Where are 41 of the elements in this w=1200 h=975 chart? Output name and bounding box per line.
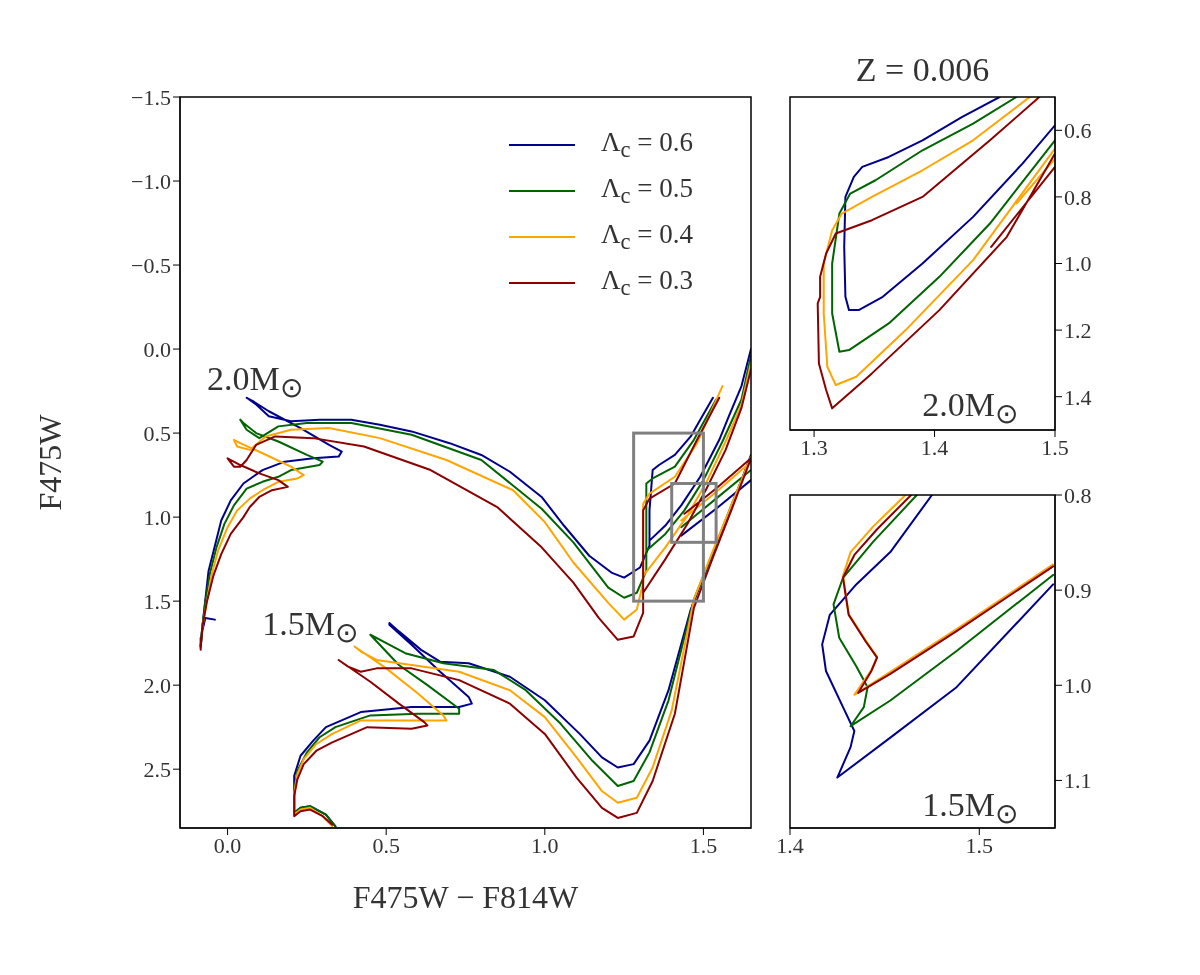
y-tick-label: 0.0 [143, 336, 171, 362]
x-tick-label: 0.0 [213, 832, 242, 858]
y-tick-label: 0.6 [1064, 118, 1092, 144]
legend-label: Λ$_{c}$ = 0.4 [601, 218, 694, 256]
y-tick-label: 1.4 [1064, 384, 1092, 410]
y-tick-label: −1.5 [131, 84, 171, 110]
y-axis-title: F475W [32, 413, 69, 511]
line-series [843, 97, 1055, 312]
y-tick-label: −1.0 [131, 168, 171, 194]
y-tick-label: 1.2 [1064, 317, 1092, 343]
x-tick-label: 1.3 [800, 434, 828, 460]
y-tick-label: 0.9 [1064, 577, 1092, 603]
line-series [831, 97, 1055, 353]
legend-label: Λ$_{c}$ = 0.5 [601, 172, 694, 210]
line-series [821, 495, 1055, 779]
y-tick-label: 0.8 [1064, 482, 1092, 508]
legend-label: Λ$_{c}$ = 0.3 [601, 264, 694, 302]
x-tick-label: 1.4 [920, 434, 949, 460]
y-tick-label: 2.0 [143, 672, 171, 698]
x-tick-label: 1.5 [689, 832, 718, 858]
y-tick-label: 1.1 [1064, 768, 1092, 794]
x-tick-label: 1.5 [1041, 434, 1069, 460]
annotation: 1.5M$_{⊙}$ [922, 785, 1019, 831]
annotation: 2.0M$_{⊙}$ [922, 385, 1019, 431]
y-tick-label: 0.8 [1064, 184, 1092, 210]
legend-label: Λ$_{c}$ = 0.6 [601, 126, 694, 164]
x-tick-label: 1.0 [531, 832, 559, 858]
line-series [832, 495, 1055, 728]
chart-title: Z = 0.006 [854, 51, 991, 89]
x-axis-title: F475W − F814W [352, 879, 580, 915]
y-tick-label: 1.0 [1064, 673, 1092, 699]
x-tick-label: 0.5 [372, 832, 400, 858]
y-tick-label: 1.0 [1064, 251, 1092, 277]
annotation: 2.0M$_{⊙}$ [206, 359, 303, 405]
y-tick-label: −0.5 [131, 252, 171, 278]
y-tick-label: 2.5 [143, 756, 171, 782]
y-tick-label: 1.0 [143, 504, 171, 530]
annotation: 1.5M$_{⊙}$ [262, 604, 359, 650]
x-tick-label: 1.4 [776, 832, 804, 858]
y-tick-label: 1.5 [143, 588, 171, 614]
x-tick-label: 1.5 [965, 832, 994, 858]
